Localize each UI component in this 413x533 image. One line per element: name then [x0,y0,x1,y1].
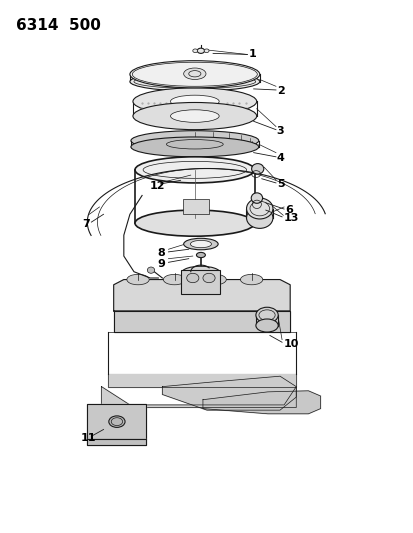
Text: 6: 6 [284,205,292,215]
Polygon shape [107,374,296,386]
Polygon shape [101,386,296,408]
Ellipse shape [109,416,125,427]
Bar [181,270,220,294]
Text: 6314  500: 6314 500 [16,19,101,34]
Text: 3: 3 [276,126,284,136]
Text: 9: 9 [157,259,165,269]
Text: 4: 4 [276,153,284,163]
Ellipse shape [251,164,263,174]
Ellipse shape [197,48,204,53]
Ellipse shape [196,253,205,257]
Ellipse shape [147,267,154,273]
Ellipse shape [246,207,272,228]
Text: 8: 8 [157,248,165,259]
Ellipse shape [255,307,278,323]
Polygon shape [87,439,146,445]
Text: 7: 7 [82,219,90,229]
Text: 11: 11 [80,433,96,443]
Ellipse shape [133,88,256,115]
Text: 13: 13 [282,213,298,223]
Text: 1: 1 [248,50,256,60]
Ellipse shape [204,49,209,53]
Ellipse shape [131,131,258,150]
Ellipse shape [181,266,220,279]
Ellipse shape [190,240,211,248]
Ellipse shape [130,72,259,91]
Ellipse shape [186,273,198,282]
Polygon shape [114,311,290,332]
Ellipse shape [135,210,254,236]
Ellipse shape [240,274,262,285]
Text: 10: 10 [282,339,298,349]
Ellipse shape [183,238,218,250]
Polygon shape [202,391,320,414]
Ellipse shape [170,95,218,108]
Ellipse shape [131,137,258,157]
Ellipse shape [255,319,278,332]
Ellipse shape [246,198,272,219]
Text: 5: 5 [276,179,284,189]
Ellipse shape [204,274,226,285]
Text: 2: 2 [276,86,284,96]
Polygon shape [162,376,296,410]
Ellipse shape [251,193,262,203]
Polygon shape [114,280,290,311]
Ellipse shape [133,102,256,130]
Ellipse shape [170,110,218,123]
Bar [182,199,209,214]
Ellipse shape [192,49,197,53]
Ellipse shape [163,274,185,285]
Ellipse shape [202,273,215,282]
Ellipse shape [130,61,259,88]
Ellipse shape [126,274,149,285]
Text: 12: 12 [149,181,164,190]
Ellipse shape [135,157,254,183]
Polygon shape [87,405,146,439]
Ellipse shape [183,68,206,79]
